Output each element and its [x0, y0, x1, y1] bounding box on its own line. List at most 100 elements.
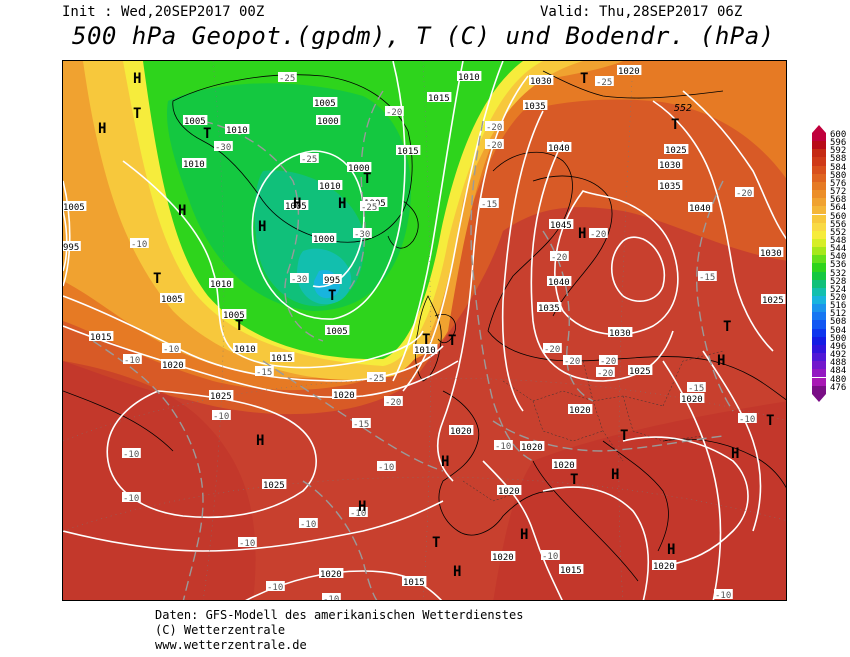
- temperature-label-bg: [353, 228, 372, 238]
- pressure-label: 1015: [90, 333, 112, 343]
- legend-swatch: [812, 344, 826, 354]
- legend-swatch: [812, 377, 826, 386]
- init-time: Init : Wed,20SEP2017 00Z: [62, 4, 265, 20]
- pressure-label: 1030: [609, 329, 631, 339]
- footer-credits: Daten: GFS-Modell des amerikanischen Wet…: [155, 608, 523, 653]
- pressure-label-bg: [449, 425, 474, 435]
- legend-label: 544: [830, 244, 847, 255]
- pressure-label-bg: [347, 162, 372, 172]
- legend-label: 488: [830, 358, 847, 369]
- legend-swatch: [812, 287, 826, 296]
- legend-swatch: [812, 222, 826, 231]
- temperature-label-bg: [349, 507, 368, 517]
- temperature-label: -20: [385, 398, 401, 408]
- temperature-label: -20: [564, 357, 580, 367]
- temperature-label-bg: [377, 461, 396, 471]
- pressure-label: 1005: [161, 295, 183, 305]
- temperature-label-bg: [485, 139, 504, 149]
- high-marker: H: [358, 499, 366, 515]
- pressure-label-bg: [222, 309, 247, 319]
- low-marker: T: [448, 333, 456, 349]
- legend-swatch: [812, 320, 826, 329]
- pressure-label-bg: [270, 352, 295, 362]
- temperature-label-bg: [299, 518, 318, 528]
- temperature-label: -10: [163, 345, 179, 355]
- legend-label: 560: [830, 211, 847, 222]
- pressure-label-bg: [523, 100, 548, 110]
- weather-map[interactable]: 1010 1030 1035 1015 1005 1000 1005 1010 1010 1015…: [62, 60, 787, 601]
- legend-label: 508: [830, 317, 847, 328]
- pressure-label: 1010: [234, 345, 256, 355]
- pressure-label-bg: [318, 180, 343, 190]
- pressure-label-bg: [652, 560, 677, 570]
- pressure-label-bg: [552, 459, 577, 469]
- pressure-label-bg: [529, 75, 554, 85]
- legend-label: 496: [830, 341, 847, 352]
- temperature-label: -10: [124, 356, 140, 366]
- pressure-label: 995: [63, 243, 79, 253]
- pressure-label-bg: [63, 241, 81, 251]
- temperature-label: -15: [256, 368, 272, 378]
- high-marker: H: [338, 196, 346, 212]
- pressure-label-bg: [537, 302, 562, 312]
- pressure-label-bg: [608, 327, 633, 337]
- map-canvas: 1010 1030 1035 1015 1005 1000 1005 1010 1010 1015…: [63, 61, 786, 600]
- high-marker: H: [256, 433, 264, 449]
- field-588-south: [493, 401, 786, 600]
- pressure-label-bg: [89, 331, 114, 341]
- pressure-label: 1015: [428, 94, 450, 104]
- pressure-label-bg: [628, 365, 653, 375]
- low-marker: T: [235, 318, 243, 334]
- pressure-label: 1005: [285, 202, 307, 212]
- temperature-label: -25: [279, 74, 295, 84]
- low-marker: T: [766, 413, 774, 429]
- pressure-label: 1020: [553, 461, 575, 471]
- legend-label: 480: [830, 374, 847, 385]
- legend-label: 528: [830, 276, 847, 287]
- pressure-label-bg: [284, 200, 309, 210]
- temperature-labels: -25 -25-20-20-20-25-30-25-30-30-10-15-20-…: [122, 72, 757, 600]
- legend-swatch: [812, 279, 826, 288]
- pressure-label-bg: [413, 344, 438, 354]
- pressure-label: 1000: [313, 235, 335, 245]
- high-marker: H: [98, 121, 106, 137]
- pressure-label: 1005: [326, 327, 348, 337]
- low-marker: T: [153, 271, 161, 287]
- pressure-label: 1005: [63, 203, 85, 213]
- temperature-label: -20: [590, 230, 606, 240]
- high-marker: H: [178, 203, 186, 219]
- pressure-label: 1020: [498, 487, 520, 497]
- high-marker: H: [717, 353, 725, 369]
- pressure-label-bg: [427, 92, 452, 102]
- legend-label: 584: [830, 162, 847, 173]
- temperature-label-bg: [595, 76, 614, 86]
- pressure-label-bg: [547, 142, 572, 152]
- temperature-label-bg: [550, 251, 569, 261]
- temperature-label-bg: [300, 153, 319, 163]
- pressure-label-bg: [225, 124, 250, 134]
- temperature-label-bg: [162, 343, 181, 353]
- temperature-label: -25: [301, 155, 317, 165]
- temperature-label: -20: [486, 141, 502, 151]
- legend-arrow-down: [812, 393, 826, 402]
- legend-label: 564: [830, 203, 847, 214]
- temperature-label-bg: [563, 355, 582, 365]
- footer-url[interactable]: www.wetterzentrale.de: [155, 638, 307, 652]
- temperature-label: -10: [495, 442, 511, 452]
- temperature-label-bg: [214, 141, 233, 151]
- legend-swatch: [812, 255, 826, 264]
- temperature-label: -15: [481, 200, 497, 210]
- temperature-label: -25: [596, 78, 612, 88]
- pressure-label: 1020: [569, 406, 591, 416]
- pressure-label-bg: [325, 325, 350, 335]
- legend-label: 588: [830, 154, 847, 165]
- low-marker: T: [570, 472, 578, 488]
- legend-swatch: [812, 173, 826, 182]
- temperature-label-bg: [322, 593, 341, 600]
- pressure-label-bg: [182, 158, 207, 168]
- temperature-label: -10: [378, 463, 394, 473]
- pressure-label: 1025: [629, 367, 651, 377]
- temperature-label-bg: [255, 366, 274, 376]
- legend-swatch: [812, 165, 826, 174]
- temperature-label: -10: [350, 509, 366, 519]
